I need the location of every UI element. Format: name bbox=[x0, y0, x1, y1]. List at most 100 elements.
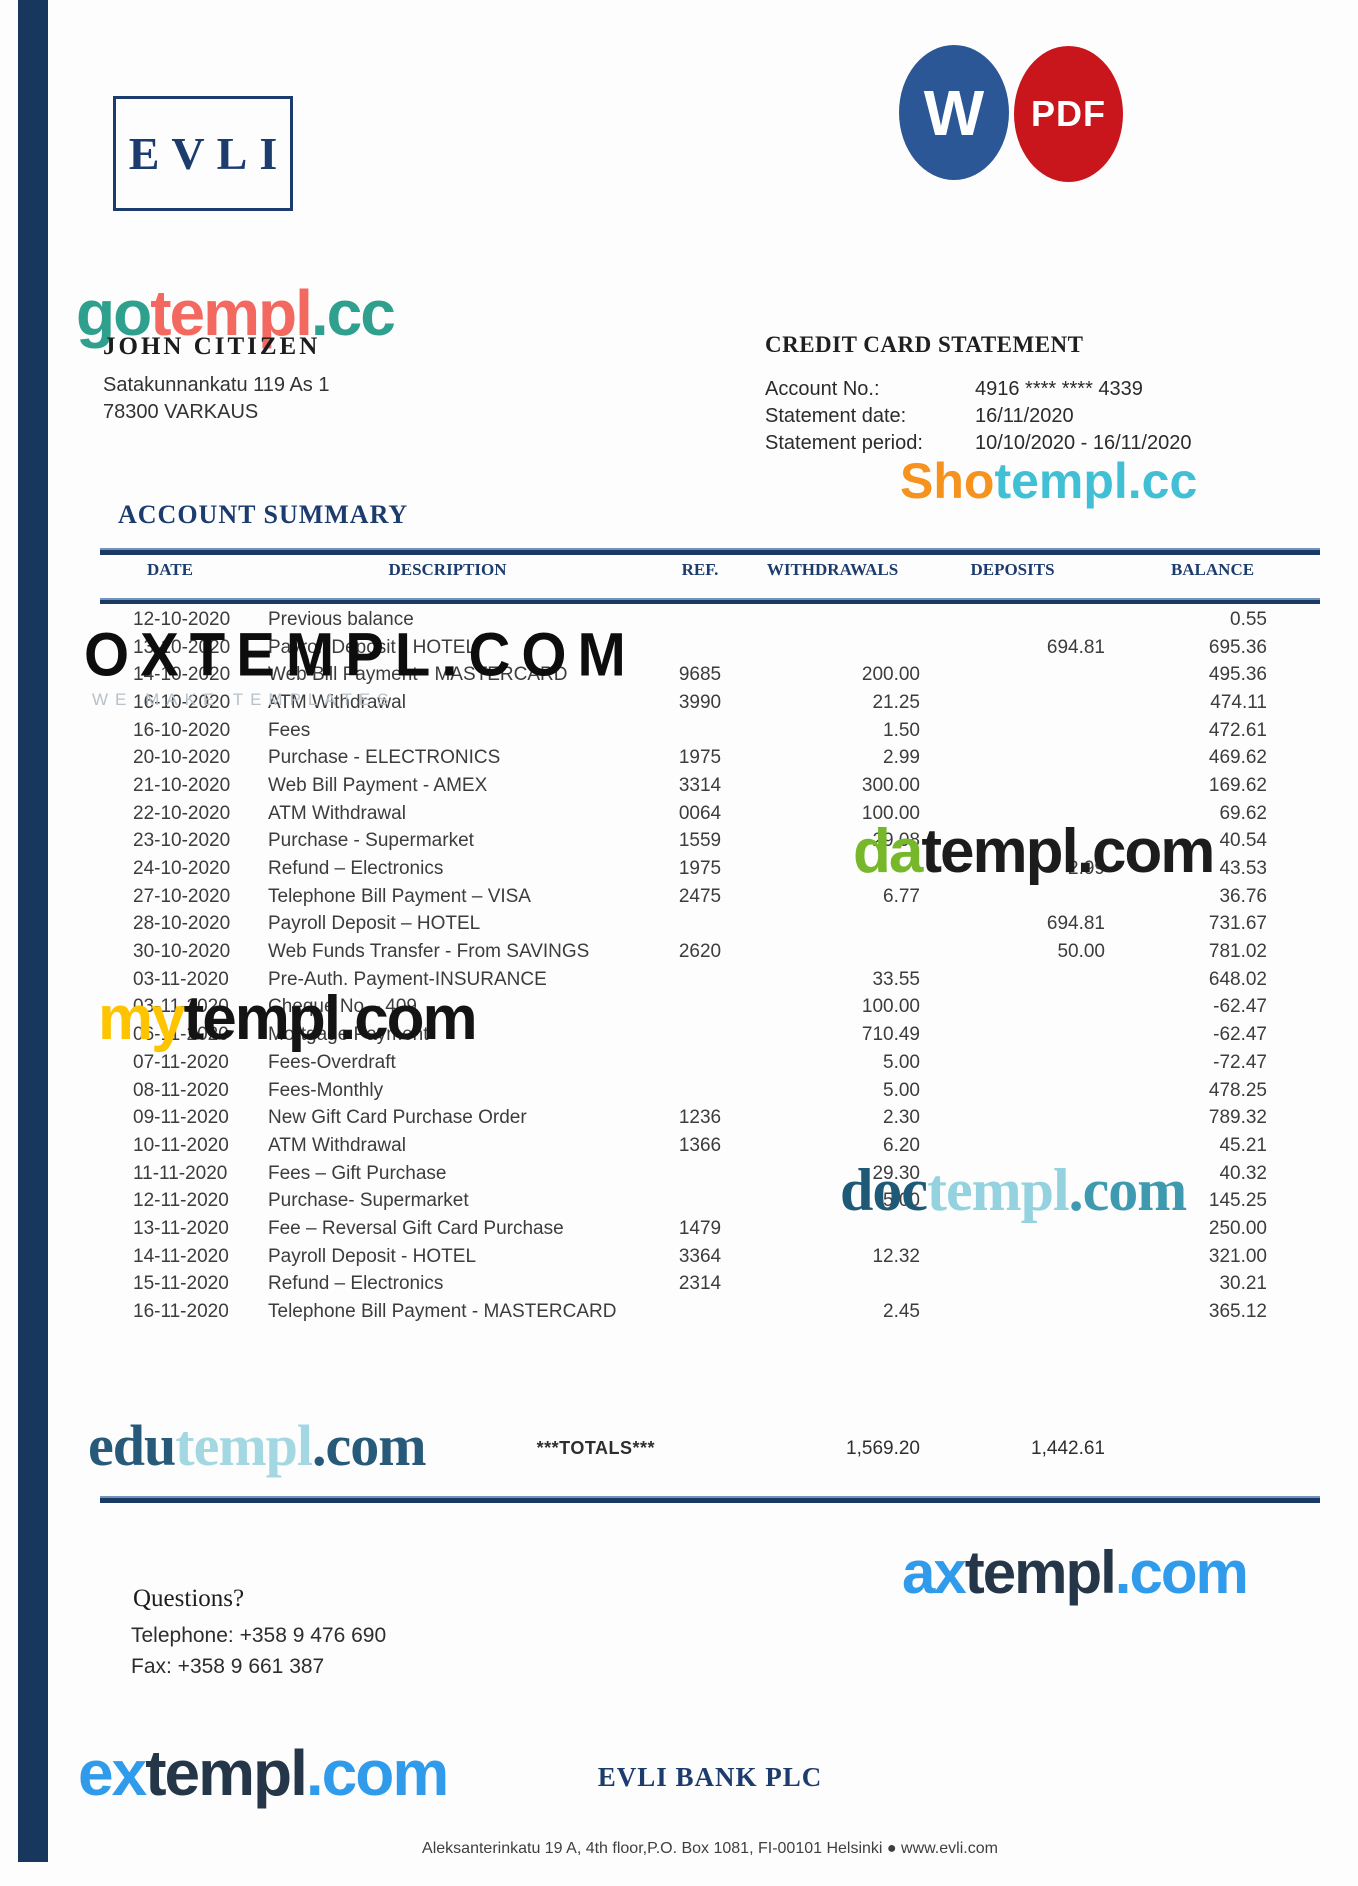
bank-footer-address: Aleksanterinkatu 19 A, 4th floor,P.O. Bo… bbox=[422, 1840, 998, 1857]
date-cell: 10-11-2020 bbox=[133, 1134, 229, 1156]
evli-logo: EVLI bbox=[113, 96, 293, 211]
balance-cell: 145.25 bbox=[1208, 1190, 1267, 1212]
table-row: 16-10-2020 ATM Withdrawal 3990 21.25 474.11 bbox=[100, 689, 1320, 717]
withdrawal-cell: 100.00 bbox=[861, 802, 920, 824]
totals-spacer-balance bbox=[1105, 1438, 1320, 1460]
withdrawal-cell: 1.50 bbox=[883, 719, 920, 741]
balance-cell: 169.62 bbox=[1208, 774, 1267, 796]
description-cell: Cheque No – 409 bbox=[268, 996, 417, 1018]
totals-deposits: 1,442.61 bbox=[1031, 1438, 1105, 1459]
ref-cell: 3990 bbox=[678, 691, 722, 713]
watermark-part: templ bbox=[964, 1539, 1117, 1606]
col-header-withdrawals: WITHDRAWALS bbox=[766, 560, 899, 579]
customer-address-line2: 78300 VARKAUS bbox=[103, 401, 259, 423]
ref-cell: 1236 bbox=[678, 1107, 722, 1129]
description-cell: Fees – Gift Purchase bbox=[268, 1162, 447, 1184]
deposit-cell: 694.81 bbox=[1046, 913, 1105, 935]
withdrawal-cell: 710.49 bbox=[861, 1024, 920, 1046]
balance-cell: 40.32 bbox=[1219, 1162, 1267, 1184]
balance-cell: 474.11 bbox=[1210, 691, 1267, 713]
ref-cell: 1559 bbox=[678, 830, 722, 852]
date-cell: 16-11-2020 bbox=[133, 1301, 229, 1323]
description-cell: Web Bill Payment - MASTERCARD bbox=[268, 664, 568, 686]
table-row: 11-11-2020 Fees – Gift Purchase 29.30 40.32 bbox=[100, 1160, 1320, 1188]
customer-name: JOHN CITIZEN bbox=[103, 333, 321, 360]
date-cell: 20-10-2020 bbox=[133, 747, 231, 769]
date-cell: 24-10-2020 bbox=[133, 858, 231, 880]
deposit-cell: 694.81 bbox=[1046, 636, 1105, 658]
description-cell: Fees bbox=[268, 719, 311, 741]
watermark-part: ax bbox=[902, 1539, 967, 1606]
evli-logo-text: EVLI bbox=[128, 128, 290, 179]
table-header-row: DATE DESCRIPTION REF. WITHDRAWALS DEPOSI… bbox=[100, 560, 1320, 580]
date-cell: 11-11-2020 bbox=[133, 1162, 228, 1184]
statement-period-row: Statement period: 10/10/2020 - 16/11/202… bbox=[765, 432, 1305, 455]
date-cell: 08-11-2020 bbox=[133, 1079, 229, 1101]
date-cell: 12-10-2020 bbox=[133, 608, 231, 630]
description-cell: ATM Withdrawal bbox=[268, 691, 406, 713]
balance-cell: 43.53 bbox=[1219, 858, 1267, 880]
description-cell: Web Bill Payment - AMEX bbox=[268, 774, 488, 796]
col-header-date: DATE bbox=[147, 560, 193, 579]
description-cell: Payroll Deposit - HOTEL bbox=[268, 1245, 477, 1267]
withdrawal-cell: 100.00 bbox=[861, 996, 920, 1018]
totals-row: ***TOTALS*** 1,569.20 1,442.61 bbox=[100, 1438, 1320, 1460]
date-cell: 03-11-2020 bbox=[133, 968, 229, 990]
balance-cell: 648.02 bbox=[1208, 968, 1267, 990]
withdrawal-cell: 2.30 bbox=[883, 1107, 920, 1129]
balance-cell: 365.12 bbox=[1208, 1301, 1267, 1323]
table-row: 28-10-2020 Payroll Deposit – HOTEL 694.81 7… bbox=[100, 911, 1320, 939]
table-row: 13-11-2020 Fee – Reversal Gift Card Purch… bbox=[100, 1215, 1320, 1243]
watermark-part: .cc bbox=[310, 277, 396, 349]
table-row: 06-11-2020 Mortgage Payment 710.49 -62.47 bbox=[100, 1021, 1320, 1049]
transactions-table-body: 12-10-2020 Previous balance 0.55 13-10-2020… bbox=[100, 606, 1320, 1326]
table-row: 20-10-2020 Purchase - ELECTRONICS 1975 2.99… bbox=[100, 744, 1320, 772]
ref-cell: 3364 bbox=[678, 1245, 722, 1267]
ref-cell: 9685 bbox=[678, 664, 722, 686]
date-cell: 27-10-2020 bbox=[133, 885, 231, 907]
withdrawal-cell: 2.45 bbox=[883, 1301, 920, 1323]
description-cell: Payroll Deposit - HOTEL bbox=[268, 636, 477, 658]
ref-cell: 2475 bbox=[678, 885, 722, 907]
date-cell: 23-10-2020 bbox=[133, 830, 231, 852]
withdrawal-cell: 29.30 bbox=[872, 1162, 920, 1184]
balance-cell: 45.21 bbox=[1219, 1134, 1267, 1156]
fax-line: Fax: +358 9 661 387 bbox=[131, 1655, 325, 1678]
customer-address-line1: Satakunnankatu 119 As 1 bbox=[103, 374, 330, 396]
description-cell: Fees-Overdraft bbox=[268, 1051, 396, 1073]
deposit-cell: 2.99 bbox=[1068, 858, 1105, 880]
table-row: 12-11-2020 Purchase- Supermarket 5.00 145.2… bbox=[100, 1187, 1320, 1215]
ref-cell: 1479 bbox=[678, 1217, 722, 1239]
date-cell: 14-10-2020 bbox=[133, 664, 231, 686]
date-cell: 14-11-2020 bbox=[133, 1245, 229, 1267]
table-row: 14-10-2020 Web Bill Payment - MASTERCARD 9… bbox=[100, 661, 1320, 689]
withdrawal-cell: 2.99 bbox=[883, 747, 920, 769]
date-cell: 03-11-2020 bbox=[133, 996, 229, 1018]
totals-withdrawals: 1,569.20 bbox=[846, 1438, 920, 1459]
totals-label: ***TOTALS*** bbox=[536, 1438, 655, 1458]
description-cell: ATM Withdrawal bbox=[268, 1134, 406, 1156]
description-cell: New Gift Card Purchase Order bbox=[268, 1107, 527, 1129]
account-summary-title: ACCOUNT SUMMARY bbox=[118, 500, 409, 529]
ref-cell: 2314 bbox=[678, 1273, 722, 1295]
date-cell: 21-10-2020 bbox=[133, 774, 231, 796]
description-cell: Fee – Reversal Gift Card Purchase bbox=[268, 1217, 564, 1239]
withdrawal-cell: 300.00 bbox=[861, 774, 920, 796]
balance-cell: 781.02 bbox=[1208, 941, 1267, 963]
balance-cell: 695.36 bbox=[1208, 636, 1267, 658]
description-cell: Pre-Auth. Payment-INSURANCE bbox=[268, 968, 547, 990]
table-row: 23-10-2020 Purchase - Supermarket 1559 29.0… bbox=[100, 828, 1320, 856]
date-cell: 28-10-2020 bbox=[133, 913, 231, 935]
withdrawal-cell: 12.32 bbox=[872, 1245, 920, 1267]
withdrawal-cell: 21.25 bbox=[872, 691, 920, 713]
balance-cell: 0.55 bbox=[1230, 608, 1267, 630]
word-file-icon: W bbox=[899, 45, 1009, 180]
col-header-ref: REF. bbox=[681, 560, 719, 579]
table-header-bottom-rule bbox=[100, 598, 1320, 604]
description-cell: Previous balance bbox=[268, 608, 414, 630]
col-header-description: DESCRIPTION bbox=[388, 560, 507, 579]
table-row: 08-11-2020 Fees-Monthly 5.00 478.25 bbox=[100, 1077, 1320, 1105]
table-row: 22-10-2020 ATM Withdrawal 0064 100.00 69.62 bbox=[100, 800, 1320, 828]
withdrawal-cell: 5.00 bbox=[883, 1190, 920, 1212]
description-cell: Fees-Monthly bbox=[268, 1079, 384, 1101]
